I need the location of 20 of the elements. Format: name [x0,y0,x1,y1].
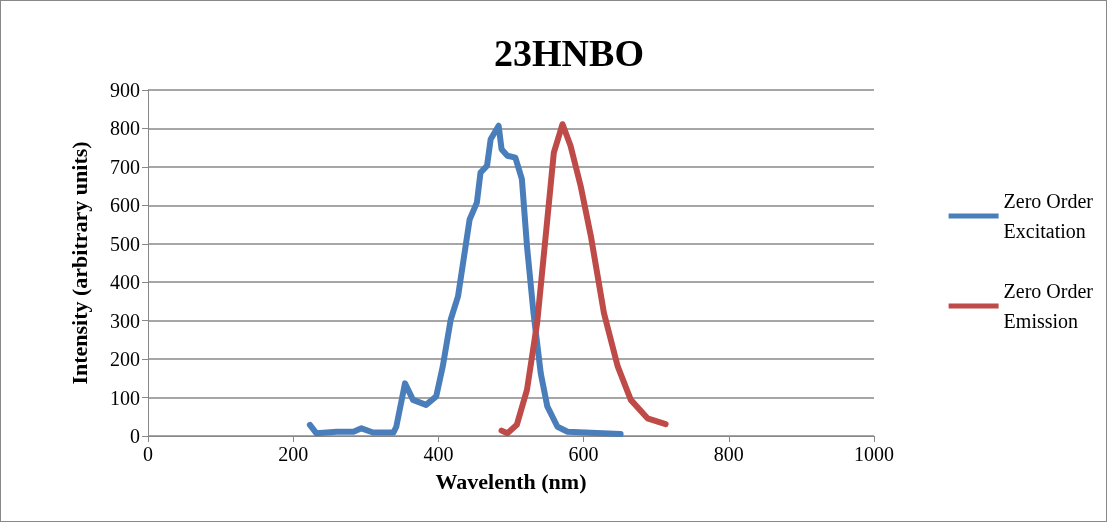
legend-label: Zero Order Excitation [1003,190,1094,242]
y-tick-label: 700 [110,155,140,178]
y-tick-label: 300 [110,309,140,332]
y-tick-label: 800 [110,117,140,140]
x-tick-label: 800 [713,443,744,465]
x-tick-label: 200 [278,443,309,465]
x-tick-label: 1000 [854,443,894,465]
x-tick-label: 600 [568,443,599,465]
x-tick-label: 400 [423,443,454,465]
y-tick-label: 200 [110,348,140,371]
legend-label: Zero Order Emission [1003,280,1094,332]
y-tick-label: 0 [130,425,140,447]
y-tick-label: 500 [110,232,140,255]
y-tick-label: 600 [110,194,140,217]
y-tick-label: 400 [110,271,140,294]
y-tick-label: 900 [110,79,140,101]
chart-title: 23HNBO [494,32,644,74]
x-axis-title: Wavelenth (nm) [435,468,587,494]
y-axis-title: Intensity (arbitrary units) [66,141,92,385]
y-tick-label: 100 [110,386,140,409]
